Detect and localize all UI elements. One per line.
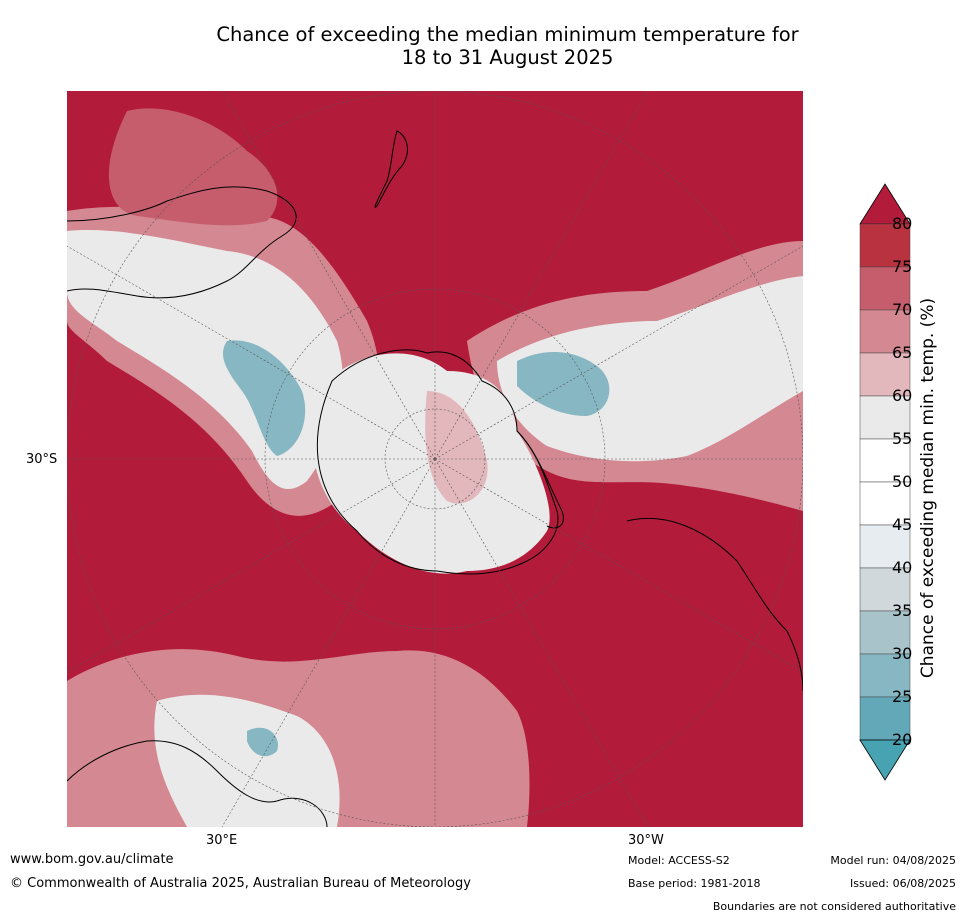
colorbar-tick-label: 20 xyxy=(892,730,913,749)
footer-copyright: © Commonwealth of Australia 2025, Austra… xyxy=(10,876,471,891)
africa-coastline xyxy=(67,740,328,827)
footer-disclaimer: Boundaries are not considered authoritat… xyxy=(712,900,956,913)
lon-label-30w: 30°W xyxy=(628,833,664,848)
antarctica-moderate-patch xyxy=(425,391,488,504)
colorbar-tick-label: 75 xyxy=(892,257,913,276)
colorbar-band xyxy=(859,266,911,311)
colorbar-tick-label: 65 xyxy=(892,343,913,362)
colorbar-band xyxy=(859,524,911,569)
colorbar-band xyxy=(859,481,911,526)
colorbar-tick-label: 55 xyxy=(892,429,913,448)
colorbar-band xyxy=(859,223,911,268)
south-america-coastline xyxy=(626,517,803,692)
map-title-line2: 18 to 31 August 2025 xyxy=(401,46,614,69)
colorbar-tick-label: 80 xyxy=(892,214,913,233)
colorbar-band xyxy=(859,610,911,655)
region-low-south xyxy=(247,727,278,757)
colorbar-under-arrow xyxy=(859,739,911,781)
antarctic-peninsula xyxy=(516,430,564,529)
antarctica-coastline xyxy=(316,349,559,575)
region-low-west xyxy=(222,340,306,456)
colorbar-tick-label: 40 xyxy=(892,558,913,577)
footer-base-period: Base period: 1981-2018 xyxy=(628,877,761,890)
colorbar-tick-label: 50 xyxy=(892,472,913,491)
colorbar-tick-label: 30 xyxy=(892,644,913,663)
colorbar-band xyxy=(859,438,911,483)
lon-label-30e: 30°E xyxy=(206,833,238,848)
region-low-east xyxy=(517,351,610,416)
map-title-line1: Chance of exceeding the median minimum t… xyxy=(216,23,799,46)
colorbar-tick-label: 45 xyxy=(892,515,913,534)
colorbar-label: Chance of exceeding median min. temp. (%… xyxy=(918,297,938,679)
lat-label-30s: 30°S xyxy=(26,452,58,467)
footer-model: Model: ACCESS-S2 xyxy=(628,854,730,867)
colorbar-band xyxy=(859,696,911,741)
footer-model-run: Model run: 04/08/2025 xyxy=(830,854,956,867)
footer-website[interactable]: www.bom.gov.au/climate xyxy=(10,852,174,867)
colorbar-band xyxy=(859,567,911,612)
colorbar-band xyxy=(859,352,911,397)
region-moderate-nw xyxy=(108,108,278,226)
colorbar-tick-label: 35 xyxy=(892,601,913,620)
footer-issued: Issued: 06/08/2025 xyxy=(849,877,956,890)
colorbar xyxy=(859,183,911,781)
colorbar-tick-label: 60 xyxy=(892,386,913,405)
region-neutral-south xyxy=(154,694,340,827)
colorbar-tick-label: 25 xyxy=(892,687,913,706)
colorbar-band xyxy=(859,309,911,354)
graticule xyxy=(67,91,803,827)
new-zealand-coastline xyxy=(374,130,408,208)
polar-map xyxy=(67,91,803,827)
colorbar-tick-label: 70 xyxy=(892,300,913,319)
colorbar-band xyxy=(859,395,911,440)
australia-coastline xyxy=(67,186,297,299)
